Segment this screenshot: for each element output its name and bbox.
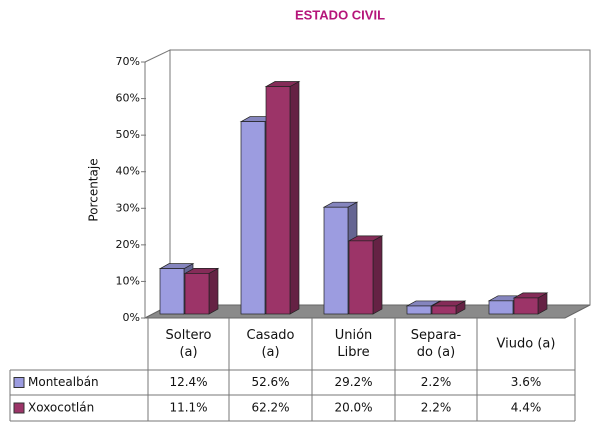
legend-label: Xoxocotlán: [28, 401, 94, 415]
y-axis-label: Porcentaje: [87, 158, 101, 221]
x-tick-label: Viudo (a): [497, 337, 556, 352]
bar: [513, 297, 539, 315]
bar: [240, 121, 266, 315]
table-value: 52.6%: [251, 375, 289, 389]
y-tick-label: 0%: [123, 311, 140, 324]
y-tick-label: 30%: [116, 201, 140, 214]
x-tick-label: Separa-: [411, 328, 462, 343]
table-value: 3.6%: [511, 375, 542, 389]
bar: [265, 86, 291, 315]
legend-swatch: [13, 377, 25, 388]
bar: [406, 305, 432, 315]
legend-label: Montealbán: [28, 375, 99, 389]
x-tick-label: Soltero: [166, 328, 212, 343]
x-tick-label: Casado: [247, 328, 295, 343]
bar: [431, 305, 457, 315]
y-tick-label: 60%: [116, 92, 140, 105]
y-tick-label: 10%: [116, 274, 140, 287]
x-tick-label: Libre: [337, 345, 369, 360]
bar: [184, 273, 210, 315]
legend-swatch: [13, 402, 25, 414]
bar-side: [289, 80, 300, 315]
table-value: 20.0%: [334, 401, 372, 415]
bar-side: [208, 267, 219, 315]
x-tick-label: (a): [179, 345, 197, 360]
chart-title: ESTADO CIVIL: [295, 7, 385, 22]
x-tick-label: (a): [261, 345, 279, 360]
bar: [488, 300, 514, 315]
table-value: 2.2%: [421, 401, 452, 415]
x-tick-label: do (a): [417, 345, 455, 360]
y-tick-label: 20%: [116, 238, 140, 251]
bar-side: [372, 235, 383, 315]
table-value: 11.1%: [169, 401, 207, 415]
bar: [348, 240, 374, 315]
table-value: 29.2%: [334, 375, 372, 389]
table-value: 12.4%: [169, 375, 207, 389]
x-tick-label: Unión: [335, 328, 373, 343]
y-tick-label: 40%: [116, 165, 140, 178]
table-value: 62.2%: [251, 401, 289, 415]
table-value: 2.2%: [421, 375, 452, 389]
table-value: 4.4%: [511, 401, 542, 415]
bar: [323, 206, 349, 315]
y-tick-label: 70%: [116, 55, 140, 68]
y-tick-label: 50%: [116, 128, 140, 141]
bar: [159, 268, 185, 315]
